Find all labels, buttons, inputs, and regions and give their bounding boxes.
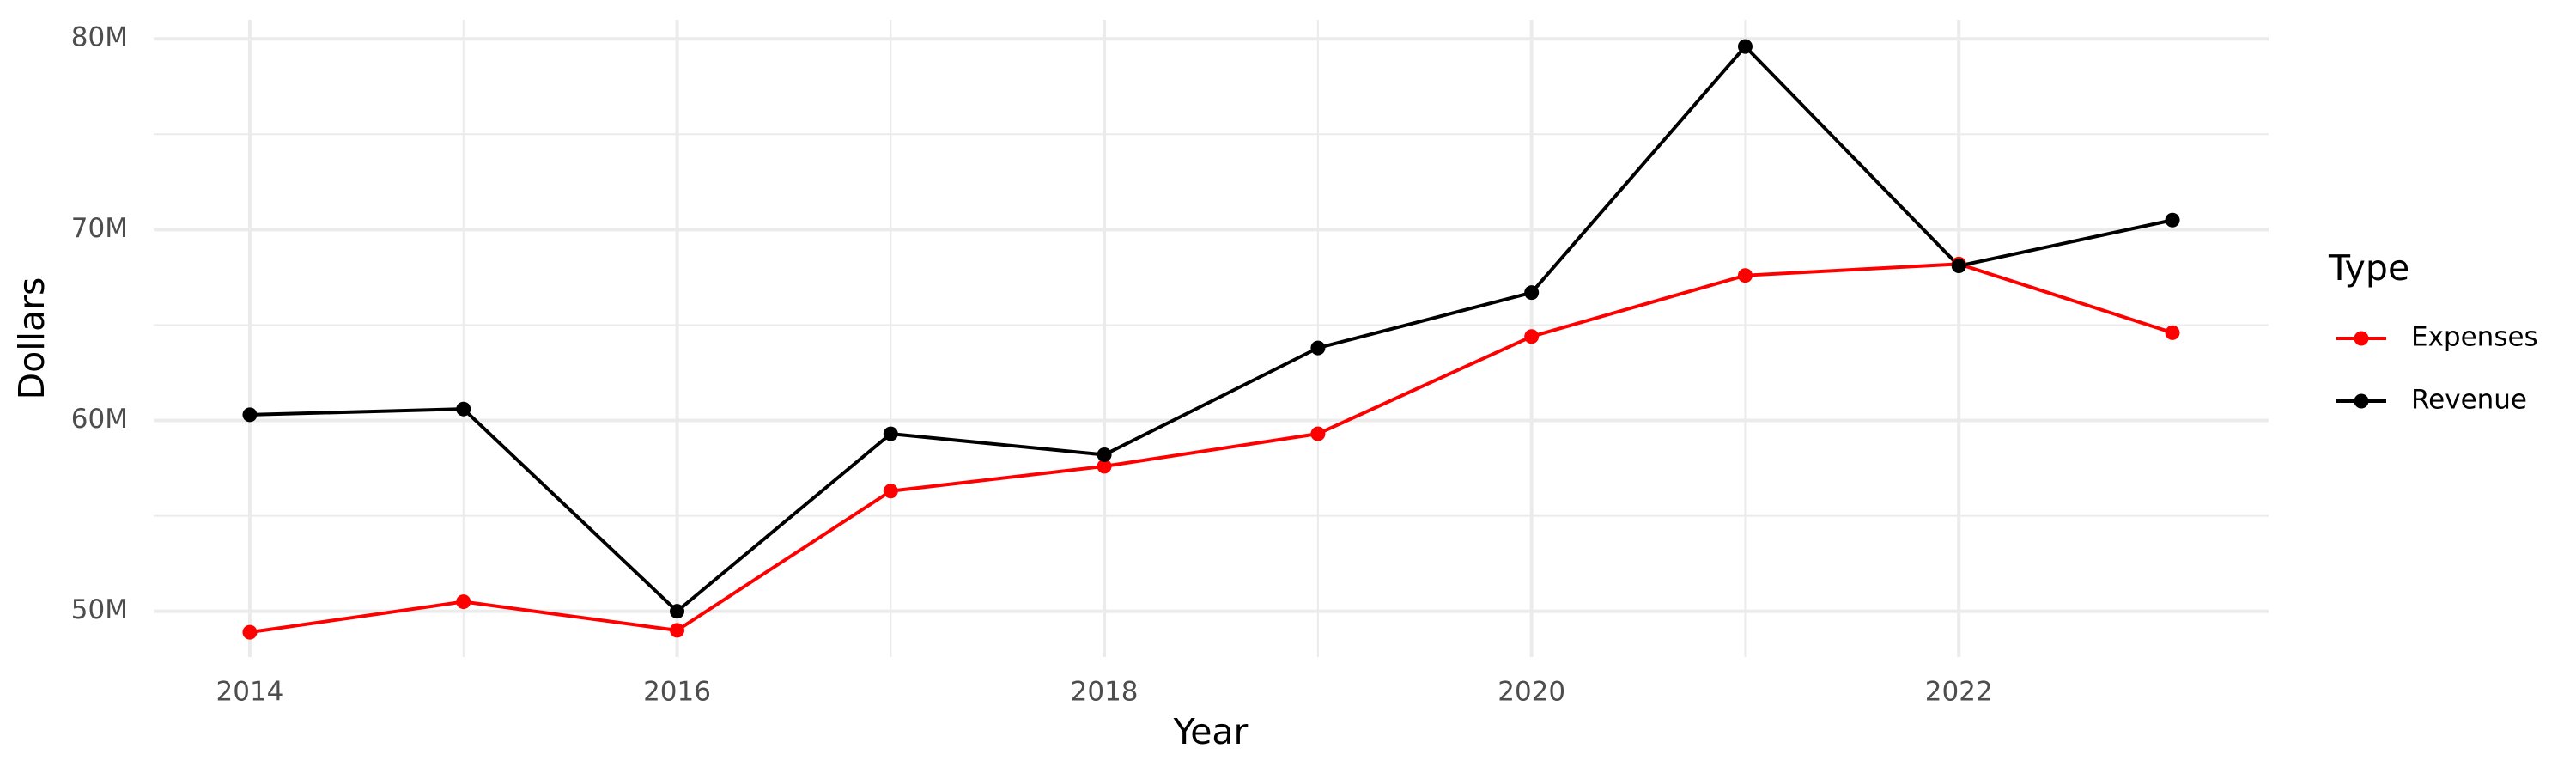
data-point bbox=[1524, 285, 1540, 301]
x-axis-title: Year bbox=[1173, 711, 1249, 752]
x-tick-label: 2016 bbox=[643, 677, 711, 708]
data-point bbox=[456, 401, 471, 417]
data-point bbox=[1951, 259, 1966, 274]
data-point bbox=[242, 407, 258, 423]
data-point bbox=[2165, 212, 2180, 228]
data-point bbox=[1310, 340, 1326, 356]
data-point bbox=[1097, 459, 1112, 474]
legend-label: Expenses bbox=[2411, 322, 2538, 353]
data-point bbox=[1524, 329, 1540, 344]
y-tick-label: 70M bbox=[71, 213, 128, 244]
x-tick-label: 2020 bbox=[1498, 677, 1565, 708]
data-point bbox=[1737, 268, 1753, 283]
x-tick-label: 2022 bbox=[1925, 677, 1993, 708]
grid bbox=[154, 20, 2269, 657]
legend-title: Type bbox=[2328, 247, 2409, 289]
data-point bbox=[670, 604, 685, 619]
data-point bbox=[242, 624, 258, 640]
legend-key-point bbox=[2354, 393, 2369, 409]
x-tick-label: 2014 bbox=[216, 677, 284, 708]
series-line bbox=[249, 44, 2173, 614]
data-point bbox=[883, 426, 898, 441]
y-tick-label: 60M bbox=[71, 404, 128, 435]
data-point bbox=[670, 623, 685, 638]
y-tick-label: 50M bbox=[71, 594, 128, 625]
legend-key-point bbox=[2354, 331, 2369, 346]
y-tick-label: 80M bbox=[71, 22, 128, 53]
data-point bbox=[883, 484, 898, 499]
y-axis-title: Dollars bbox=[11, 277, 52, 400]
data-point bbox=[2165, 325, 2180, 340]
series-line bbox=[249, 262, 2173, 635]
data-point bbox=[1097, 447, 1112, 463]
data-point bbox=[1737, 39, 1753, 54]
data-point bbox=[456, 594, 471, 610]
x-tick-label: 2018 bbox=[1071, 677, 1139, 708]
data-point bbox=[1310, 426, 1326, 441]
legend-label: Revenue bbox=[2411, 385, 2527, 416]
